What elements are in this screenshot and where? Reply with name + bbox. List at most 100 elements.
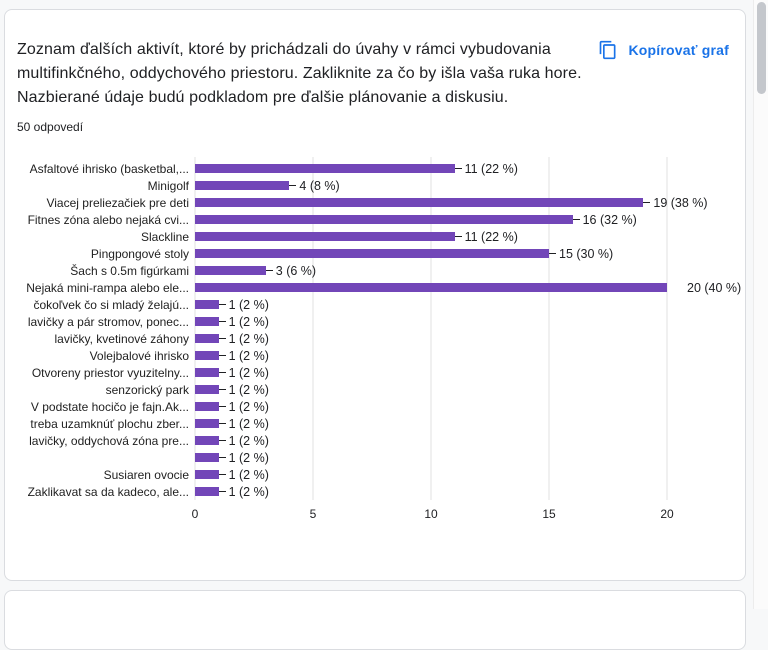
bar: [195, 334, 219, 343]
bar-value-label: 1 (2 %): [228, 433, 269, 448]
bar: [195, 300, 219, 309]
bar-category-label: treba uzamknúť plochu zber...: [30, 416, 189, 431]
bar-category-label: Otvoreny priestor vyuzitelny...: [31, 365, 189, 380]
x-axis-tick-label: 5: [309, 507, 317, 521]
bar-category-label: Susiaren ovocie: [103, 467, 189, 482]
chart-row: lavičky, oddychová zóna pre... 1 (2 %): [13, 432, 729, 449]
bar-track: 1 (2 %): [195, 415, 667, 432]
chart-row: Fitnes zóna alebo nejaká cvi... 16 (32 %): [13, 211, 729, 228]
bar-track: 1 (2 %): [195, 347, 667, 364]
value-leader-line: [218, 321, 226, 322]
chart-row: senzorický park 1 (2 %): [13, 381, 729, 398]
copy-icon: [598, 40, 618, 60]
bar-category-label: lavičky, kvetinové záhony: [54, 331, 189, 346]
bar: [195, 368, 219, 377]
bar-value-label: 20 (40 %): [687, 280, 742, 295]
chart-row: čokoľvek čo si mladý želajú... 1 (2 %): [13, 296, 729, 313]
bar-track: 16 (32 %): [195, 211, 667, 228]
bar: [195, 232, 455, 241]
bar: [195, 402, 219, 411]
scrollbar[interactable]: [753, 0, 768, 609]
bar-track: 4 (8 %): [195, 177, 667, 194]
chart-row: V podstate hocičo je fajn.Ak... 1 (2 %): [13, 398, 729, 415]
gridline: [194, 157, 196, 500]
value-leader-line: [265, 270, 273, 271]
chart-row: treba uzamknúť plochu zber... 1 (2 %): [13, 415, 729, 432]
value-leader-line: [643, 202, 651, 203]
chart-row: Volejbalové ihrisko 1 (2 %): [13, 347, 729, 364]
chart-rows: Asfaltové ihrisko (basketbal,... 11 (22 %…: [13, 160, 741, 500]
chart-gridlines: [194, 157, 668, 500]
gridline: [666, 157, 668, 500]
question-title: Zoznam ďalších aktivít, ktoré by prichád…: [17, 41, 582, 106]
bar-value-label: 1 (2 %): [228, 399, 269, 414]
value-leader-line: [218, 389, 226, 390]
bar-category-label: Volejbalové ihrisko: [89, 348, 189, 363]
bar-category-label: Pingpongové stoly: [90, 246, 189, 261]
value-leader-line: [289, 185, 297, 186]
chart-row: Minigolf 4 (8 %): [13, 177, 729, 194]
gridline: [548, 157, 550, 500]
value-leader-line: [454, 168, 462, 169]
bar: [195, 266, 266, 275]
card-header: Zoznam ďalších aktivít, ktoré by prichád…: [13, 38, 729, 110]
chart-row: Slackline 11 (22 %): [13, 228, 729, 245]
x-axis-tick-label: 10: [424, 507, 438, 521]
bar: [195, 181, 290, 190]
chart-row: Zaklikavat sa da kadeco, ale... 1 (2 %): [13, 483, 729, 500]
bar-value-label: 1 (2 %): [228, 297, 269, 312]
value-leader-line: [218, 338, 226, 339]
bar-track: 1 (2 %): [195, 449, 667, 466]
chart-row: Viacej preliezačiek pre deti 19 (38 %): [13, 194, 729, 211]
bar-value-label: 4 (8 %): [299, 178, 340, 193]
bar-category-label: V podstate hocičo je fajn.Ak...: [30, 399, 189, 414]
bar-track: 1 (2 %): [195, 466, 667, 483]
bar-category-label: Minigolf: [147, 178, 189, 193]
bar-category-label: čokoľvek čo si mladý želajú...: [33, 297, 189, 312]
value-leader-line: [572, 219, 580, 220]
bar-track: 1 (2 %): [195, 432, 667, 449]
bar-track: 1 (2 %): [195, 313, 667, 330]
bar-category-label: Slackline: [140, 229, 189, 244]
bar-category-label: Asfaltové ihrisko (basketbal,...: [29, 161, 189, 176]
bar-value-label: 1 (2 %): [228, 450, 269, 465]
copy-chart-button[interactable]: Kopírovať graf: [598, 40, 729, 60]
bar-value-label: 16 (32 %): [582, 212, 637, 227]
bar-value-label: 15 (30 %): [559, 246, 614, 261]
responses-count: 50 odpovedí: [17, 120, 84, 134]
bar: [195, 351, 219, 360]
chart-row: Pingpongové stoly 15 (30 %): [13, 245, 729, 262]
bar: [195, 419, 219, 428]
x-axis-tick-label: 20: [660, 507, 674, 521]
gridline: [312, 157, 314, 500]
chart-row: Šach s 0.5m figúrkami 3 (6 %): [13, 262, 729, 279]
bar-track: 1 (2 %): [195, 330, 667, 347]
chart-row: Asfaltové ihrisko (basketbal,... 11 (22 %…: [13, 160, 729, 177]
bar-track: 11 (22 %): [195, 160, 667, 177]
bar-value-label: 19 (38 %): [653, 195, 708, 210]
question-results-card: Zoznam ďalších aktivít, ktoré by prichád…: [4, 9, 746, 581]
value-leader-line: [218, 474, 226, 475]
chart-row: Nejaká mini-rampa alebo ele... 20 (40 %): [13, 279, 741, 296]
bar-value-label: 1 (2 %): [228, 382, 269, 397]
value-leader-line: [218, 372, 226, 373]
chart-row: lavičky, kvetinové záhony 1 (2 %): [13, 330, 729, 347]
bar-value-label: 1 (2 %): [228, 331, 269, 346]
scrollbar-thumb[interactable]: [757, 2, 766, 94]
gridline: [430, 157, 432, 500]
x-axis-tick-label: 15: [542, 507, 556, 521]
x-axis: 0 5 10 15 20: [192, 500, 674, 521]
value-leader-line: [218, 491, 226, 492]
bar: [195, 487, 219, 496]
bar-value-label: 11 (22 %): [464, 229, 518, 244]
bar-track: 19 (38 %): [195, 194, 708, 211]
bar-track: 1 (2 %): [195, 398, 667, 415]
bar-category-label: Fitnes zóna alebo nejaká cvi...: [27, 212, 189, 227]
bar-track: 1 (2 %): [195, 296, 667, 313]
bar-value-label: 1 (2 %): [228, 484, 269, 499]
bar: [195, 470, 219, 479]
bar-track: 3 (6 %): [195, 262, 667, 279]
bar-value-label: 11 (22 %): [464, 161, 518, 176]
bar-track: 11 (22 %): [195, 228, 667, 245]
bar-value-label: 1 (2 %): [228, 365, 269, 380]
